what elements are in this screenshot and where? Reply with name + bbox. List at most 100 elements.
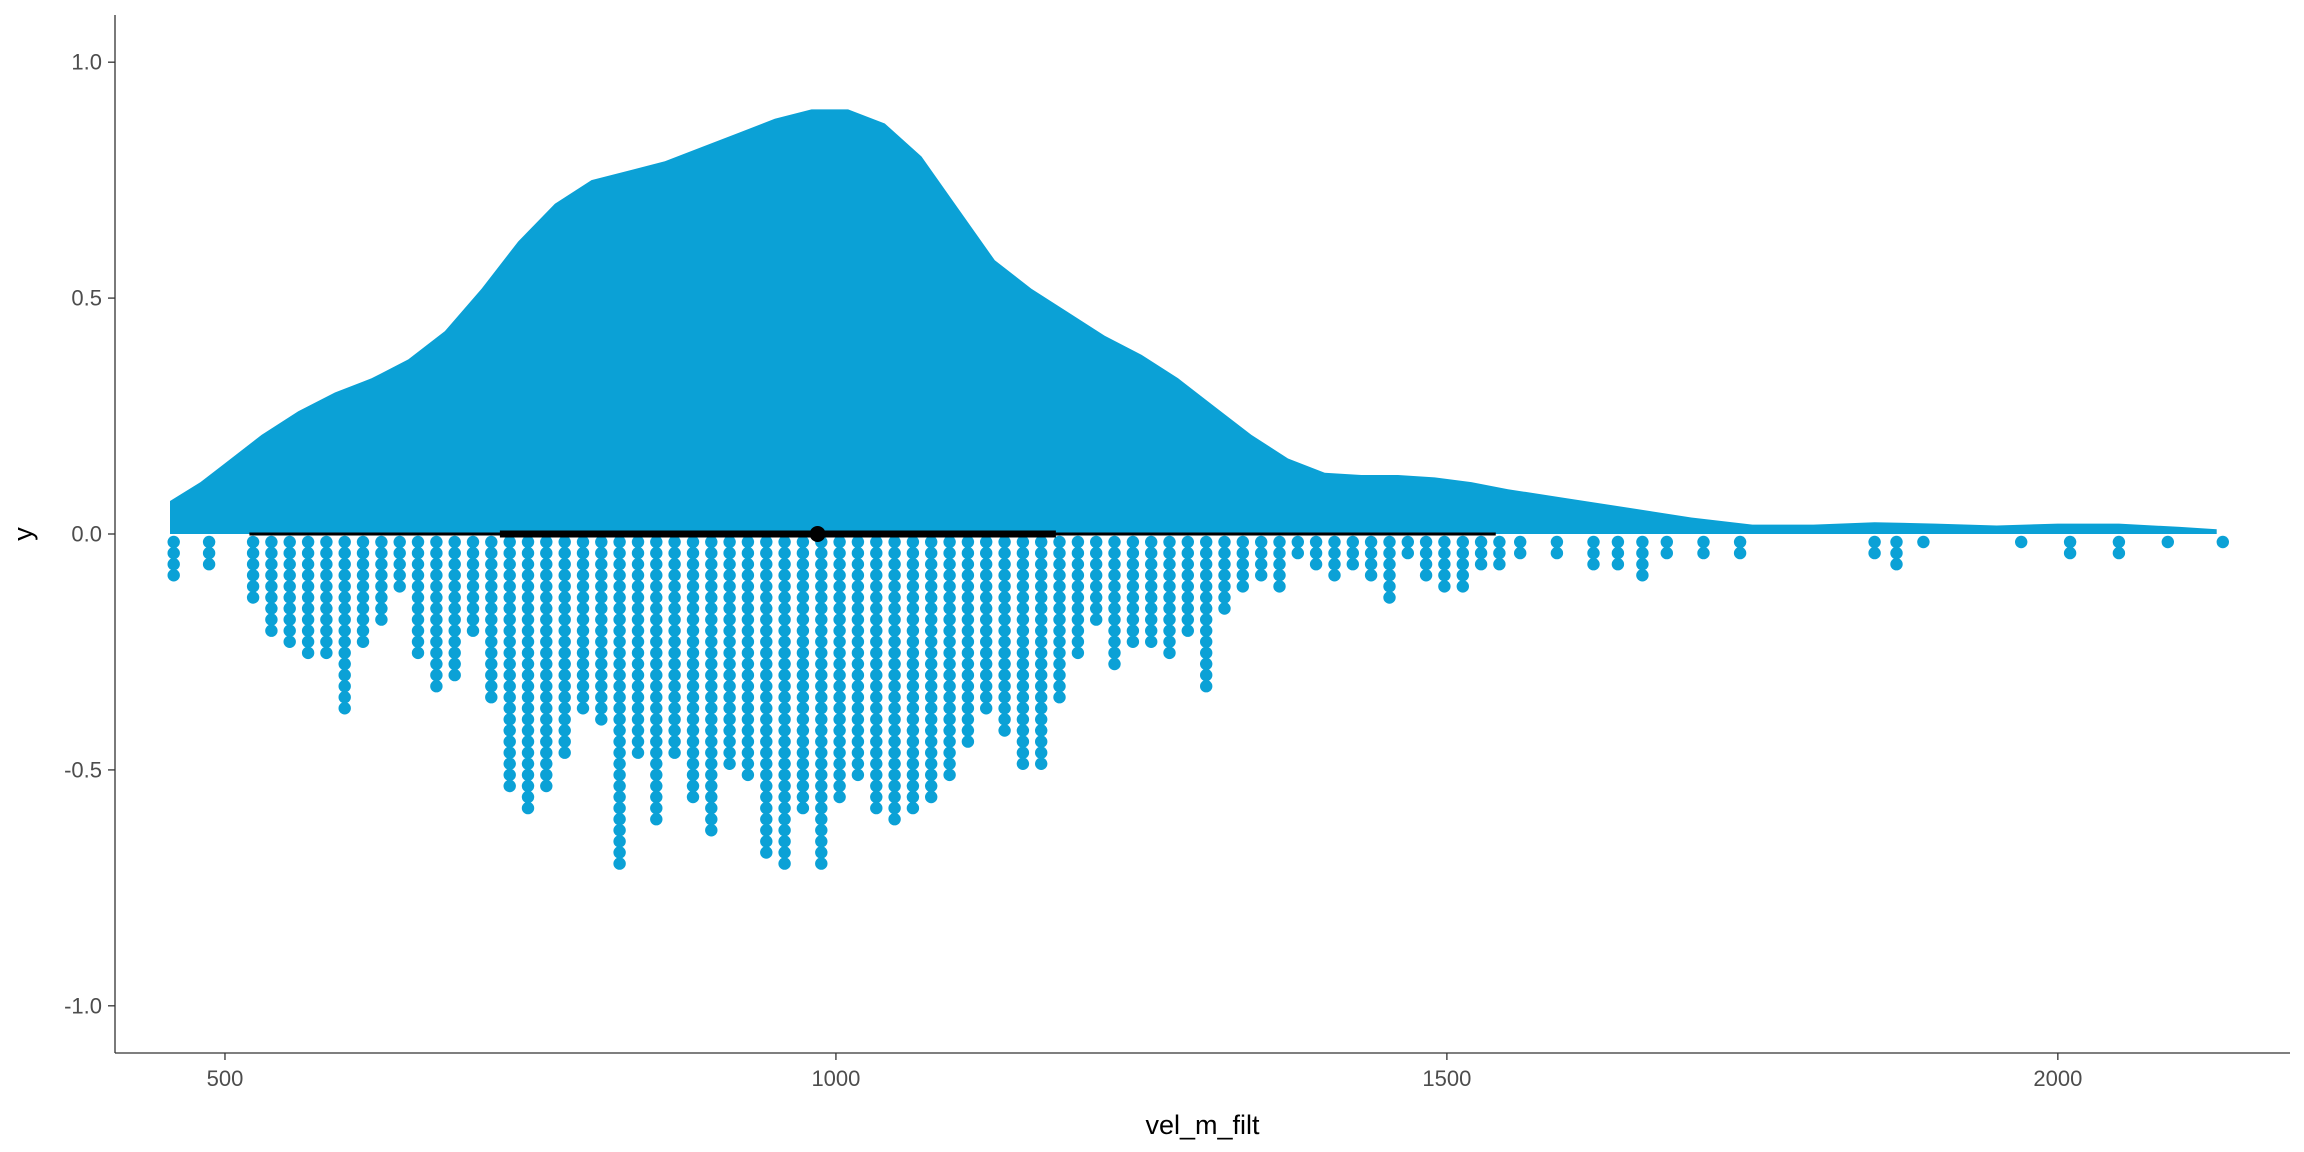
data-dot <box>521 735 535 748</box>
data-dot <box>906 735 920 748</box>
data-dot <box>760 680 773 693</box>
data-dot <box>1126 569 1140 582</box>
data-dot <box>943 602 956 615</box>
data-dot <box>1053 602 1066 615</box>
data-dot <box>925 668 938 682</box>
x-tick-label: 1500 <box>1422 1066 1471 1091</box>
data-dot <box>925 602 938 615</box>
data-dot <box>998 713 1011 726</box>
data-dot <box>686 602 700 615</box>
data-dot <box>521 569 535 582</box>
data-dot <box>998 569 1011 582</box>
data-dot <box>796 680 810 693</box>
data-dot <box>833 702 846 715</box>
data-dot <box>760 779 773 793</box>
data-dot <box>1697 535 1710 549</box>
data-dot <box>301 624 315 637</box>
data-dot <box>503 691 516 704</box>
data-dot <box>943 580 956 593</box>
data-dot <box>1236 558 1250 571</box>
data-dot <box>870 591 883 604</box>
data-dot <box>1016 757 1030 770</box>
data-dot <box>393 569 406 582</box>
data-dot <box>760 846 773 859</box>
data-dot <box>1493 546 1506 560</box>
data-dot <box>760 824 773 837</box>
data-dot <box>1181 546 1195 560</box>
data-dot <box>1126 635 1140 648</box>
interval-layer <box>249 526 1496 542</box>
data-dot <box>833 746 846 759</box>
data-dot <box>595 702 608 715</box>
data-dot <box>650 790 663 804</box>
data-dot <box>540 558 553 571</box>
data-dot <box>888 790 901 804</box>
data-dot <box>1126 580 1140 593</box>
data-dot <box>686 746 700 759</box>
data-dot <box>815 757 828 770</box>
data-dot <box>870 646 883 660</box>
data-dot <box>925 613 938 626</box>
data-dot <box>906 680 920 693</box>
data-dot <box>503 646 516 660</box>
data-dot <box>485 624 498 637</box>
data-dot <box>393 558 406 571</box>
data-dot <box>540 569 553 582</box>
data-dot <box>411 591 425 604</box>
data-dot <box>265 613 278 626</box>
data-dot <box>301 558 315 571</box>
data-dot <box>558 602 571 615</box>
data-dot <box>943 591 956 604</box>
data-dot <box>705 801 718 815</box>
data-dot <box>778 691 791 704</box>
data-dot <box>1145 535 1158 549</box>
data-dot <box>485 613 498 626</box>
data-dot <box>540 535 553 549</box>
data-dot <box>833 713 846 726</box>
data-dot <box>815 680 828 693</box>
data-dot <box>1236 535 1250 549</box>
data-dot <box>485 668 498 682</box>
data-dot <box>265 535 278 549</box>
data-dot <box>576 635 590 648</box>
data-dot <box>521 691 535 704</box>
data-dot <box>723 546 736 560</box>
data-dot <box>760 635 773 648</box>
data-dot <box>851 535 865 549</box>
data-dot <box>540 613 553 626</box>
data-dot <box>1108 535 1121 549</box>
data-dot <box>503 779 516 793</box>
data-dot <box>833 602 846 615</box>
data-dot <box>980 580 993 593</box>
data-dot <box>1733 535 1747 549</box>
data-dot <box>202 546 216 560</box>
data-dot <box>943 713 956 726</box>
data-dot <box>1163 535 1176 549</box>
data-dot <box>778 724 791 737</box>
data-dot <box>1145 580 1158 593</box>
data-dot <box>1514 535 1527 549</box>
data-dot <box>686 591 700 604</box>
data-dot <box>1273 546 1286 560</box>
data-dot <box>1438 569 1451 582</box>
data-dot <box>650 535 663 549</box>
data-dot <box>1890 535 1903 549</box>
data-dot <box>430 657 443 671</box>
data-dot <box>338 702 351 715</box>
data-dot <box>338 602 351 615</box>
data-dot <box>723 613 736 626</box>
data-dot <box>650 624 663 637</box>
data-dot <box>1456 580 1470 593</box>
data-dot <box>356 569 370 582</box>
data-dot <box>833 558 846 571</box>
data-dot <box>888 801 901 815</box>
data-dot <box>265 569 278 582</box>
data-dot <box>558 657 571 671</box>
data-dot <box>1126 546 1140 560</box>
data-dot <box>833 624 846 637</box>
data-dot <box>668 646 681 660</box>
data-dot <box>595 635 608 648</box>
data-dot <box>1438 580 1451 593</box>
data-dot <box>1035 635 1048 648</box>
data-dot <box>815 735 828 748</box>
